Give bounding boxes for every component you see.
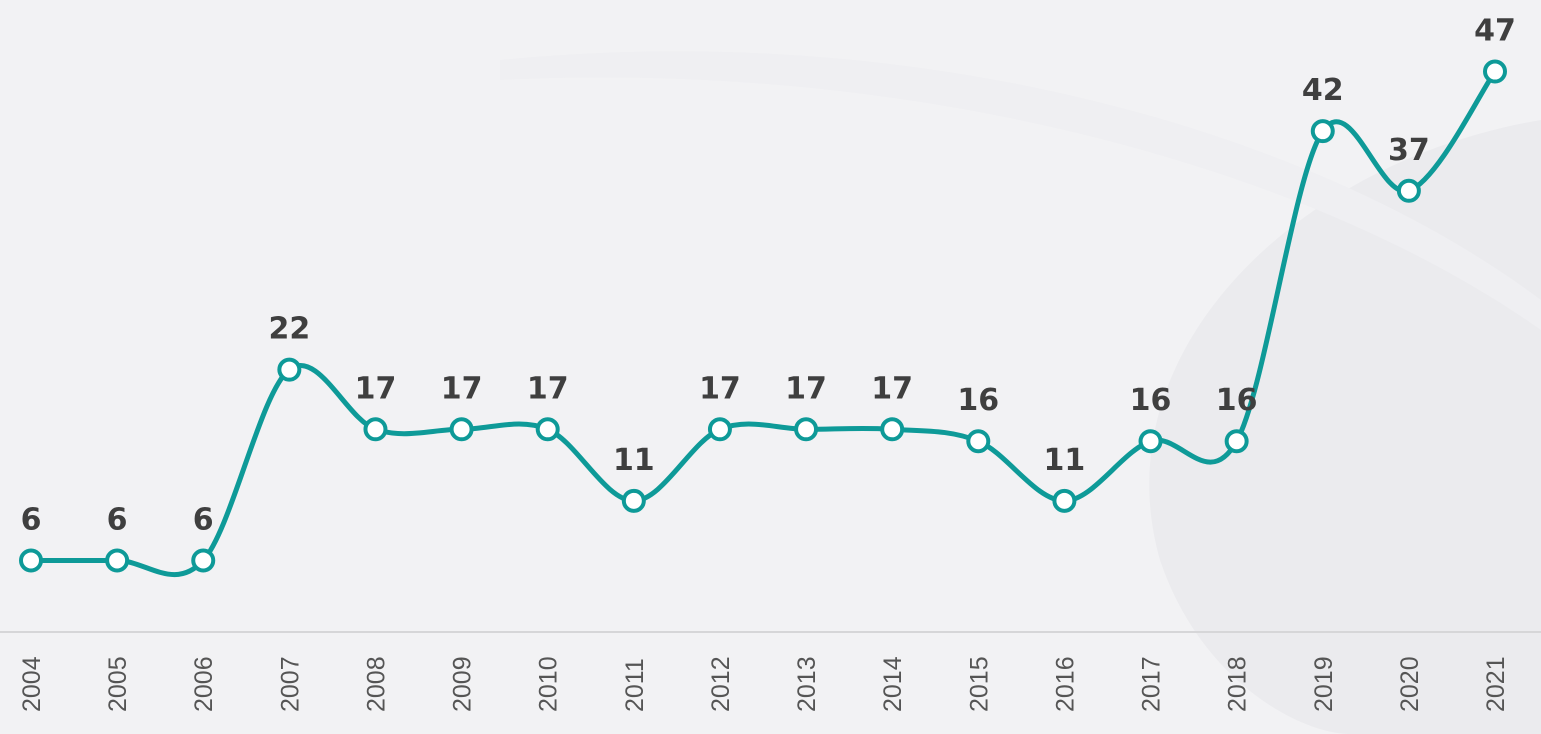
value-label: 47 xyxy=(1474,14,1516,49)
value-label: 42 xyxy=(1302,73,1344,108)
marker xyxy=(1396,178,1421,203)
x-tick-label: 2008 xyxy=(362,656,390,712)
value-label: 6 xyxy=(107,502,128,537)
marker xyxy=(449,417,474,442)
marker xyxy=(1224,429,1249,454)
x-tick-label: 2014 xyxy=(879,656,907,712)
value-label: 16 xyxy=(957,383,999,418)
marker xyxy=(277,357,302,382)
x-tick-label: 2020 xyxy=(1396,656,1424,712)
value-label: 16 xyxy=(1130,383,1172,418)
x-tick-label: 2019 xyxy=(1310,656,1338,712)
x-tick-label: 2018 xyxy=(1224,656,1252,712)
marker xyxy=(1310,119,1335,144)
marker xyxy=(880,417,905,442)
x-tick-label: 2013 xyxy=(793,656,821,712)
x-tick-label: 2017 xyxy=(1138,656,1166,712)
value-label: 17 xyxy=(527,371,569,406)
value-label: 6 xyxy=(21,502,42,537)
decor-swoosh xyxy=(500,51,1541,330)
x-tick-label: 2007 xyxy=(276,656,304,712)
marker xyxy=(105,548,130,573)
x-tick-label: 2009 xyxy=(449,656,477,712)
marker xyxy=(1483,59,1507,84)
value-label: 17 xyxy=(871,371,913,406)
marker xyxy=(707,417,732,442)
marker xyxy=(191,548,216,573)
x-tick-label: 2011 xyxy=(621,658,649,712)
marker xyxy=(19,548,43,573)
value-label: 11 xyxy=(613,443,655,478)
value-label: 37 xyxy=(1388,133,1430,168)
decor-swoosh xyxy=(1149,120,1541,734)
value-label: 16 xyxy=(1216,383,1258,418)
value-label: 11 xyxy=(1044,443,1086,478)
x-tick-label: 2016 xyxy=(1051,656,1079,712)
x-tick-label: 2005 xyxy=(104,656,132,712)
value-label: 17 xyxy=(785,371,827,406)
marker xyxy=(1052,488,1077,513)
x-tick-label: 2015 xyxy=(965,656,993,712)
x-tick-label: 2004 xyxy=(18,656,46,712)
value-label: 17 xyxy=(699,371,741,406)
x-tick-label: 2006 xyxy=(190,656,218,712)
marker xyxy=(966,429,991,454)
value-label: 22 xyxy=(268,312,310,347)
x-tick-label: 2021 xyxy=(1482,656,1510,712)
marker xyxy=(621,488,646,513)
marker xyxy=(535,417,560,442)
marker xyxy=(794,417,819,442)
marker xyxy=(1138,429,1163,454)
x-tick-label: 2010 xyxy=(535,656,563,712)
value-label: 17 xyxy=(355,371,397,406)
value-label: 17 xyxy=(441,371,483,406)
value-label: 6 xyxy=(193,502,214,537)
x-tick-label: 2012 xyxy=(707,656,735,712)
marker xyxy=(363,417,388,442)
